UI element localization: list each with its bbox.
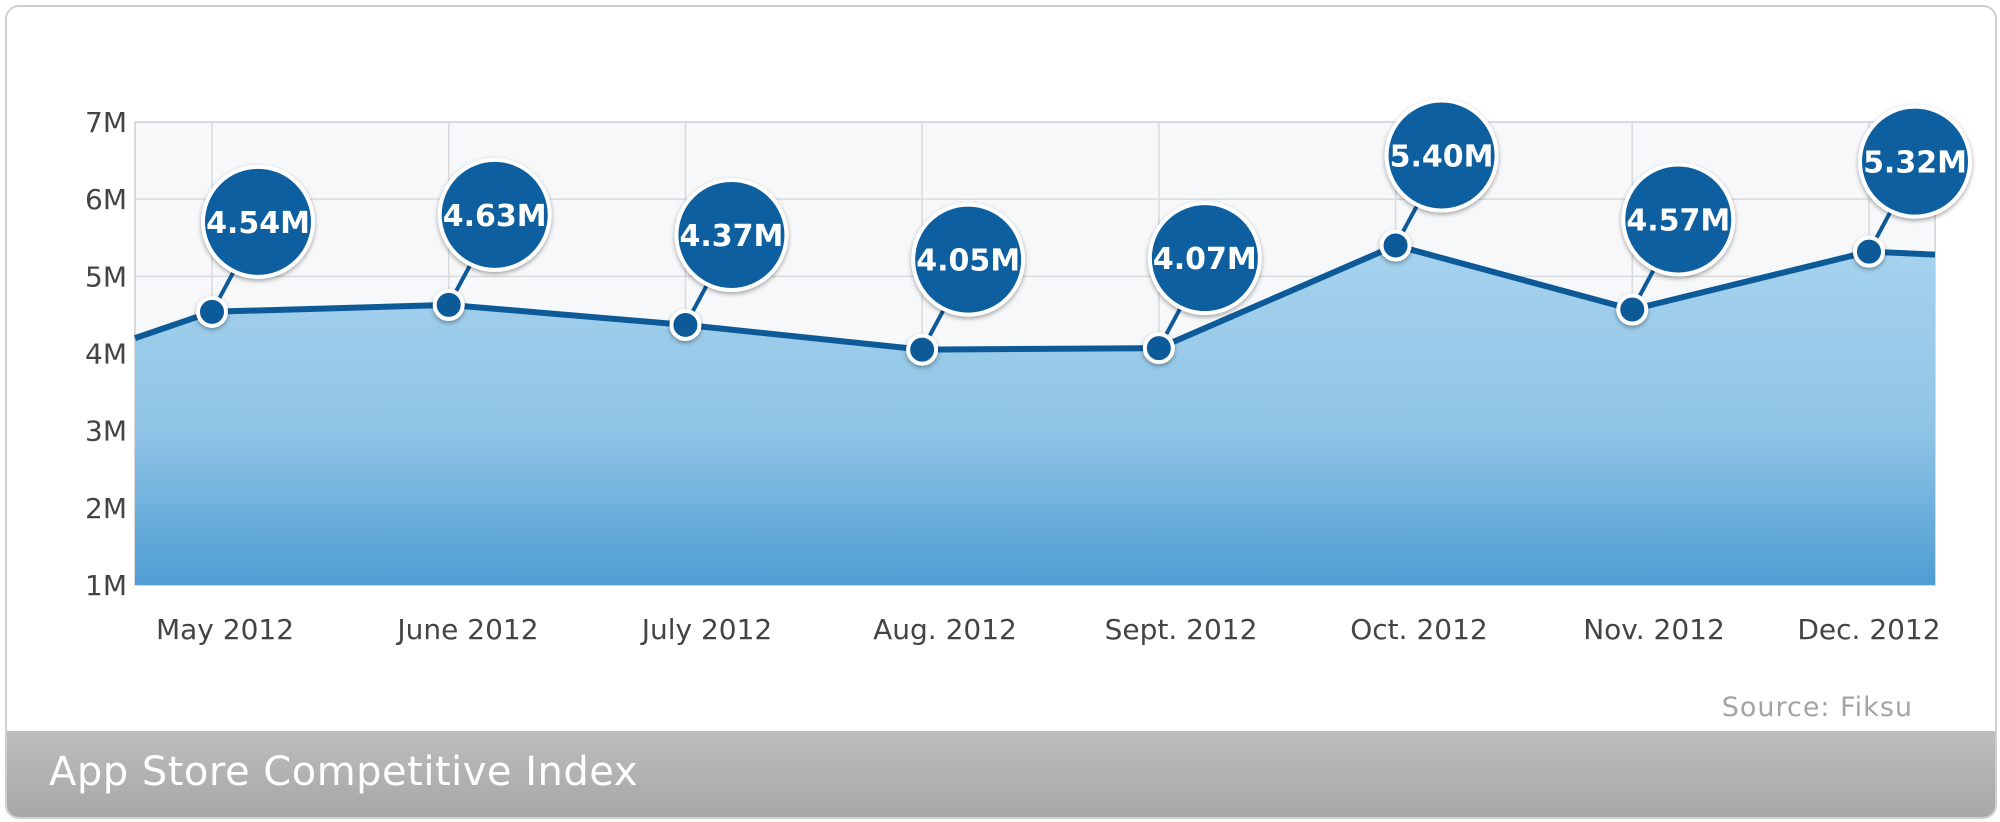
x-tick-label: July 2012 <box>640 613 773 646</box>
x-tick-label: Dec. 2012 <box>1797 613 1940 646</box>
data-label: 5.32M <box>1863 146 1967 181</box>
chart-card: 4.54M 4.63M 4.37M 4.05M 4.07M 5.40M 4.57M 5.32M… <box>5 5 1997 819</box>
data-label-bubble <box>674 177 789 292</box>
data-label: 4.07M <box>1153 242 1257 277</box>
data-point <box>1616 293 1649 326</box>
area-fill <box>135 245 1935 585</box>
data-label-bubble <box>437 157 552 272</box>
x-tick-label: June 2012 <box>395 613 538 646</box>
data-point <box>1853 235 1885 268</box>
x-tick-label: Nov. 2012 <box>1583 613 1725 646</box>
area-chart: 4.54M 4.63M 4.37M 4.05M 4.07M 5.40M 4.57M 5.32M… <box>85 98 1972 646</box>
data-label-bubble <box>1621 162 1736 277</box>
data-marks: 4.54M 4.63M 4.37M 4.05M 4.07M 5.40M 4.57M 5.32M <box>196 98 1972 366</box>
data-point <box>432 288 465 321</box>
y-axis-ticks: 1M 2M 3M 4M 5M 6M 7M <box>85 106 127 602</box>
data-label: 4.37M <box>679 219 783 254</box>
data-label: 4.57M <box>1626 204 1730 239</box>
data-point <box>1379 229 1412 262</box>
data-label-bubble <box>911 202 1026 317</box>
footer-bar: App Store Competitive Index <box>7 731 1995 817</box>
data-label: 4.54M <box>206 206 310 241</box>
y-tick-label: 7M <box>85 106 127 139</box>
x-tick-label: Aug. 2012 <box>873 613 1017 646</box>
data-point <box>906 333 939 366</box>
y-tick-label: 2M <box>85 492 127 525</box>
data-label-bubble <box>1384 98 1499 213</box>
y-tick-label: 4M <box>85 338 127 371</box>
data-point <box>1142 332 1175 365</box>
source-note: Source: Fiksu <box>1721 692 1913 723</box>
data-label: 4.05M <box>916 244 1020 279</box>
data-label-bubble <box>1147 201 1262 316</box>
y-tick-label: 5M <box>85 260 127 293</box>
series-line <box>134 242 1936 353</box>
data-label: 5.40M <box>1390 139 1494 174</box>
x-tick-label: Oct. 2012 <box>1350 613 1487 646</box>
chart-title: App Store Competitive Index <box>49 749 638 795</box>
data-label-bubble <box>1858 104 1972 219</box>
data-label-bubble <box>201 164 315 279</box>
data-point <box>196 295 228 328</box>
y-tick-label: 1M <box>85 569 127 602</box>
data-point <box>669 308 702 341</box>
x-axis-ticks: May 2012 June 2012 July 2012 Aug. 2012 Sept.… <box>156 613 1941 646</box>
data-label: 4.63M <box>443 199 547 234</box>
y-tick-label: 3M <box>85 415 127 448</box>
x-tick-label: Sept. 2012 <box>1105 613 1258 646</box>
y-tick-label: 6M <box>85 183 127 216</box>
x-tick-label: May 2012 <box>156 613 294 646</box>
